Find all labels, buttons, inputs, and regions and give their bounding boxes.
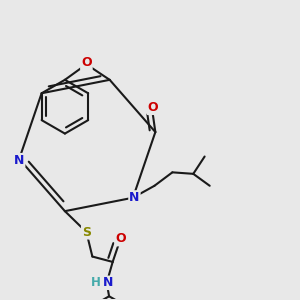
Text: O: O (81, 56, 92, 69)
Text: O: O (148, 101, 158, 114)
Text: N: N (14, 154, 24, 167)
Text: N: N (103, 276, 113, 289)
Text: O: O (116, 232, 126, 245)
Text: N: N (129, 191, 140, 204)
Text: S: S (82, 226, 91, 238)
Text: H: H (90, 276, 100, 289)
